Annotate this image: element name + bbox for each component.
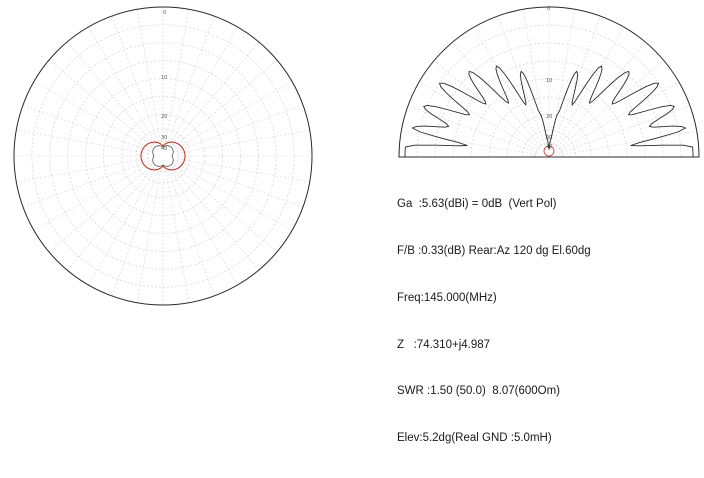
el-grid-ring <box>488 96 610 158</box>
elevation-grid <box>398 6 700 158</box>
az-ring-label-20: 20 <box>161 114 167 120</box>
el-grid-spoke <box>522 9 547 144</box>
el-grid-ring <box>470 78 628 158</box>
el-grid-spoke <box>452 41 541 147</box>
az-grid-spoke <box>136 170 161 303</box>
az-grid-spoke <box>111 169 159 297</box>
az-grid-spoke <box>165 170 190 303</box>
el-grid-ring <box>416 24 682 158</box>
az-grid-ring <box>67 60 259 252</box>
az-grid-ring <box>85 78 241 234</box>
az-grid-spoke <box>66 167 154 271</box>
azimuth-radiation-pattern <box>140 141 186 171</box>
el-grid-ring <box>398 6 700 158</box>
az-grid-ring <box>13 6 313 306</box>
elevation-ring-labels: 0 10 20 30 40 <box>546 6 552 150</box>
az-grid-spoke <box>48 165 152 253</box>
el-grid-spoke <box>561 105 691 153</box>
impedance-line: Z :74.310+j4.987 <box>397 338 491 351</box>
el-grid-ring <box>535 143 563 158</box>
az-grid-spoke <box>175 81 293 149</box>
el-grid-spoke <box>473 26 543 146</box>
el-grid-ring <box>521 129 577 158</box>
el-outline <box>398 6 700 158</box>
el-ring-label-10: 10 <box>546 78 552 84</box>
az-grid-spoke <box>167 15 215 143</box>
azimuth-ring-labels: 0 10 20 30 40 <box>161 10 167 152</box>
el-grid-ring <box>452 60 646 158</box>
azimuth-inner-pattern <box>152 145 174 167</box>
az-grid-ring <box>135 128 191 184</box>
az-ring-label-30: 30 <box>161 135 167 141</box>
front-back-line: F/B :0.33(dB) Rear:Az 120 dg El.60dg <box>397 244 591 257</box>
el-ring-label-40: 40 <box>546 144 552 150</box>
az-grid-ring <box>49 42 277 270</box>
el-grid-spoke <box>407 105 537 153</box>
az-grid-spoke <box>174 165 278 253</box>
elevation-polar-plot: 0 10 20 30 40 <box>398 6 700 158</box>
el-grid-spoke <box>555 26 625 146</box>
el-grid-spoke <box>418 81 538 151</box>
el-ring-label-20: 20 <box>546 114 552 120</box>
az-ring-label-40: 40 <box>161 146 167 152</box>
az-grid-spoke <box>165 9 190 142</box>
az-grid-spoke <box>176 104 304 152</box>
el-grid-spoke <box>401 130 536 155</box>
el-grid-spoke <box>562 130 697 155</box>
el-grid-ring <box>506 114 592 158</box>
az-grid-spoke <box>177 129 310 154</box>
az-grid-spoke <box>167 169 215 297</box>
az-grid-spoke <box>88 168 156 286</box>
az-grid-spoke <box>22 104 150 152</box>
az-outline <box>13 6 313 306</box>
az-grid-spoke <box>172 167 260 271</box>
az-grid-spoke <box>170 26 238 144</box>
az-grid-ring <box>120 113 206 199</box>
az-grid-ring <box>147 140 179 172</box>
el-grid-spoke <box>553 15 601 145</box>
el-ring-label-0: 0 <box>547 6 550 12</box>
elevation-radiation-pattern <box>404 65 694 157</box>
az-grid-spoke <box>136 9 161 142</box>
az-grid-spoke <box>16 129 149 154</box>
az-grid-spoke <box>16 158 149 183</box>
az-ring-label-10: 10 <box>161 75 167 81</box>
az-grid-spoke <box>174 59 278 147</box>
az-grid-spoke <box>177 158 310 183</box>
el-grid-spoke <box>557 41 646 147</box>
el-grid-spoke <box>551 9 576 144</box>
az-grid-spoke <box>33 81 151 149</box>
az-grid-spoke <box>48 59 152 147</box>
el-grid-ring <box>434 42 664 158</box>
el-grid-spoke <box>433 60 539 149</box>
az-grid-spoke <box>172 41 260 145</box>
frequency-line: Freq:145.000(MHz) <box>397 291 497 304</box>
az-grid-spoke <box>66 41 154 145</box>
el-grid-spoke <box>559 60 665 149</box>
azimuth-grid <box>13 6 313 306</box>
elevation-line: Elev:5.2dg(Real GND :5.0mH) <box>397 432 552 445</box>
el-ring-label-30: 30 <box>546 135 552 141</box>
azimuth-polar-plot: 0 10 20 30 40 <box>13 6 313 306</box>
az-grid-spoke <box>176 160 304 208</box>
el-grid-spoke <box>560 81 680 151</box>
el-grid-spoke <box>497 15 545 145</box>
az-grid-ring <box>31 24 295 288</box>
az-grid-spoke <box>33 163 151 231</box>
az-grid-spoke <box>22 160 150 208</box>
az-grid-spoke <box>175 163 293 231</box>
az-grid-spoke <box>111 15 159 143</box>
el-center-marker <box>543 145 555 157</box>
az-ring-label-0: 0 <box>163 10 166 16</box>
gain-line: Ga :5.63(dBi) = 0dB (Vert Pol) <box>397 198 557 211</box>
az-grid-spoke <box>88 26 156 144</box>
az-grid-ring <box>103 96 223 216</box>
swr-line: SWR :1.50 (50.0) 8.07(600Om) <box>397 385 560 398</box>
az-grid-spoke <box>170 168 238 286</box>
antenna-pattern-window: 0 10 20 30 40 0 10 20 30 40 Ga :5.63(dBi… <box>13 6 700 444</box>
